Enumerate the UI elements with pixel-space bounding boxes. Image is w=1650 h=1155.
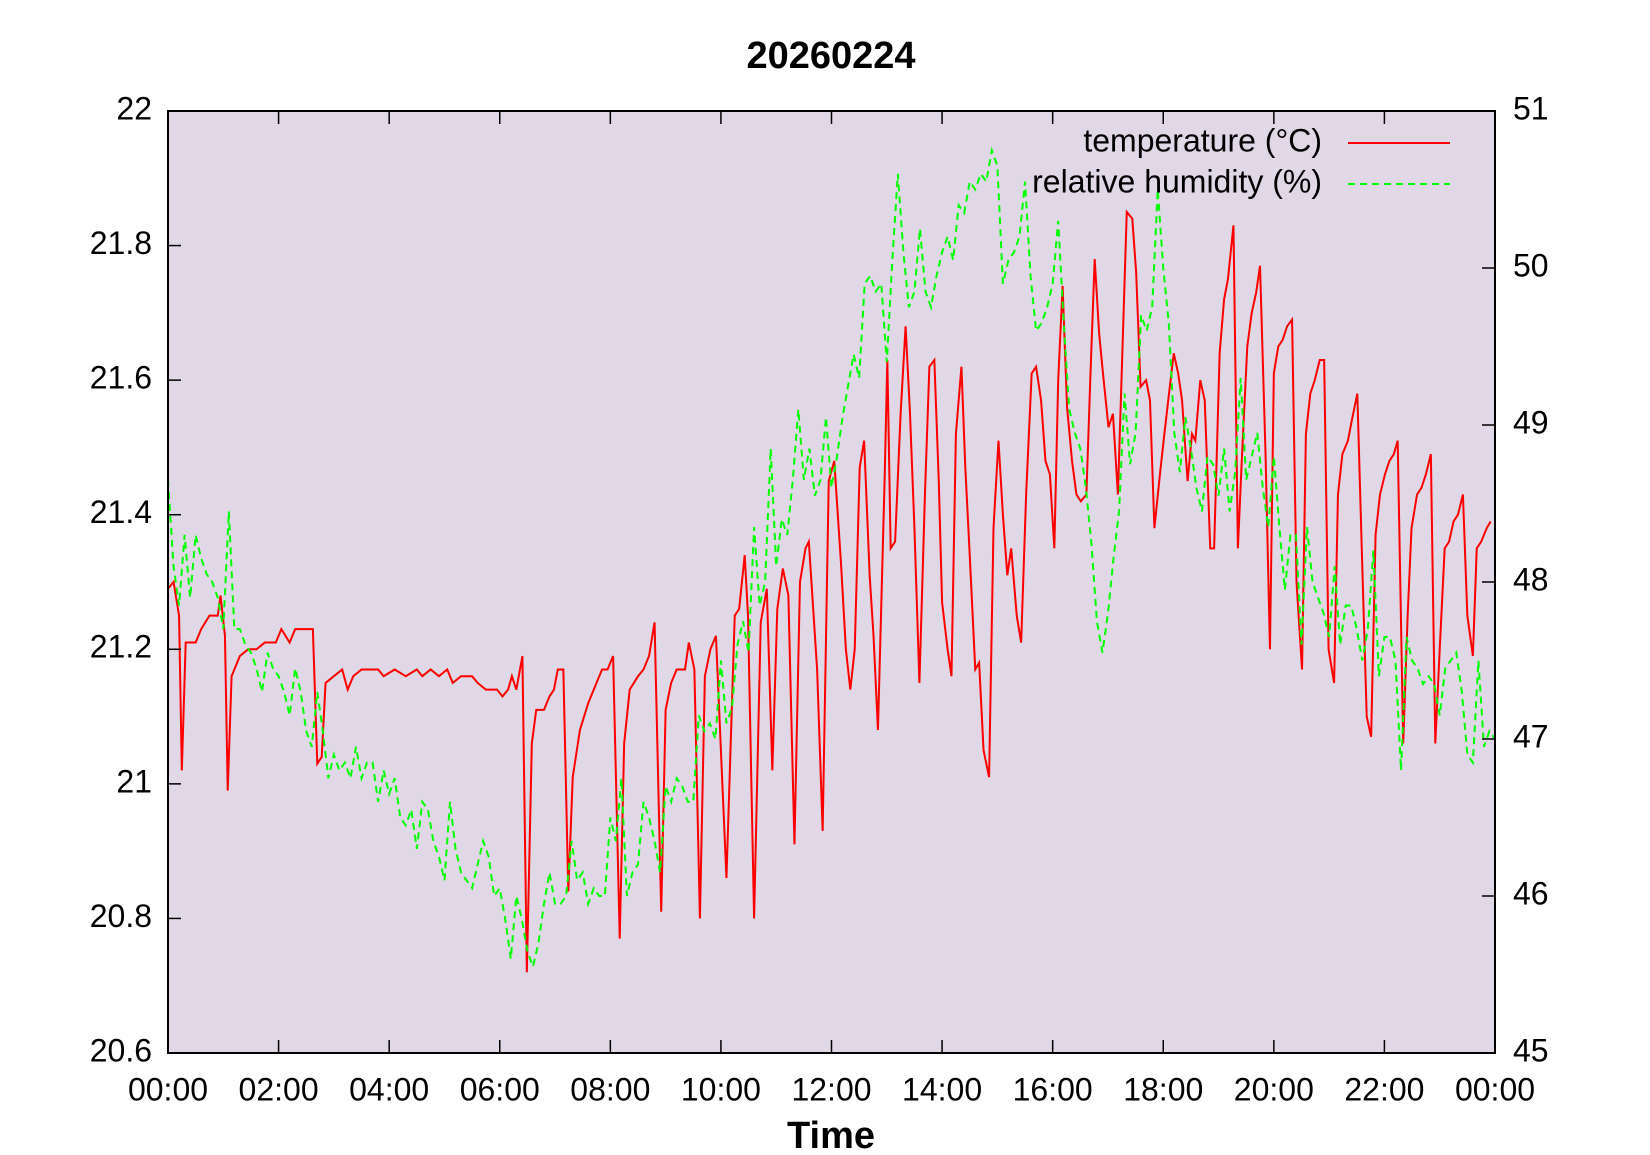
x-axis-label: Time [787,1115,875,1155]
y-tick-label: 20.6 [90,1032,152,1068]
y2-tick-label: 45 [1513,1032,1549,1068]
y2-tick-label: 47 [1513,718,1549,754]
y2-tick-label: 48 [1513,561,1549,597]
y-tick-label: 22 [116,90,152,126]
plot-frame [167,110,1496,1054]
x-tick-label: 06:00 [460,1071,540,1107]
data-line [168,146,1495,971]
x-tick-label: 16:00 [1013,1071,1093,1107]
x-tick-label: 10:00 [681,1071,761,1107]
y-tick-label: 21.2 [90,629,152,665]
y-tick-label: 20.8 [90,898,152,934]
y2-tick-label: 49 [1513,404,1549,440]
x-tick-label: 04:00 [349,1071,429,1107]
x-tick-label: 08:00 [570,1071,650,1107]
legend-label: relative humidity (%) [1032,163,1322,199]
x-tick-label: 12:00 [791,1071,871,1107]
plot-background [168,111,1495,1053]
x-tick-label: 22:00 [1344,1071,1424,1107]
y-tick-label: 21.6 [90,360,152,396]
x-tick-label: 00:00 [128,1071,208,1107]
x-tick-label: 14:00 [902,1071,982,1107]
y2-tick-label: 51 [1513,90,1549,126]
legend-label: temperature (°C) [1083,122,1322,158]
x-tick-label: 20:00 [1234,1071,1314,1107]
x-tick-label: 02:00 [239,1071,319,1107]
y-tick-label: 21.4 [90,494,152,530]
y-tick-label: 21 [116,763,152,799]
y2-tick-label: 46 [1513,875,1549,911]
x-tick-label: 18:00 [1123,1071,1203,1107]
y-tick-label: 21.8 [90,225,152,261]
y2-tick-label: 50 [1513,247,1549,283]
x-tick-label: 00:00 [1455,1071,1535,1107]
chart-title: 20260224 [746,35,915,77]
